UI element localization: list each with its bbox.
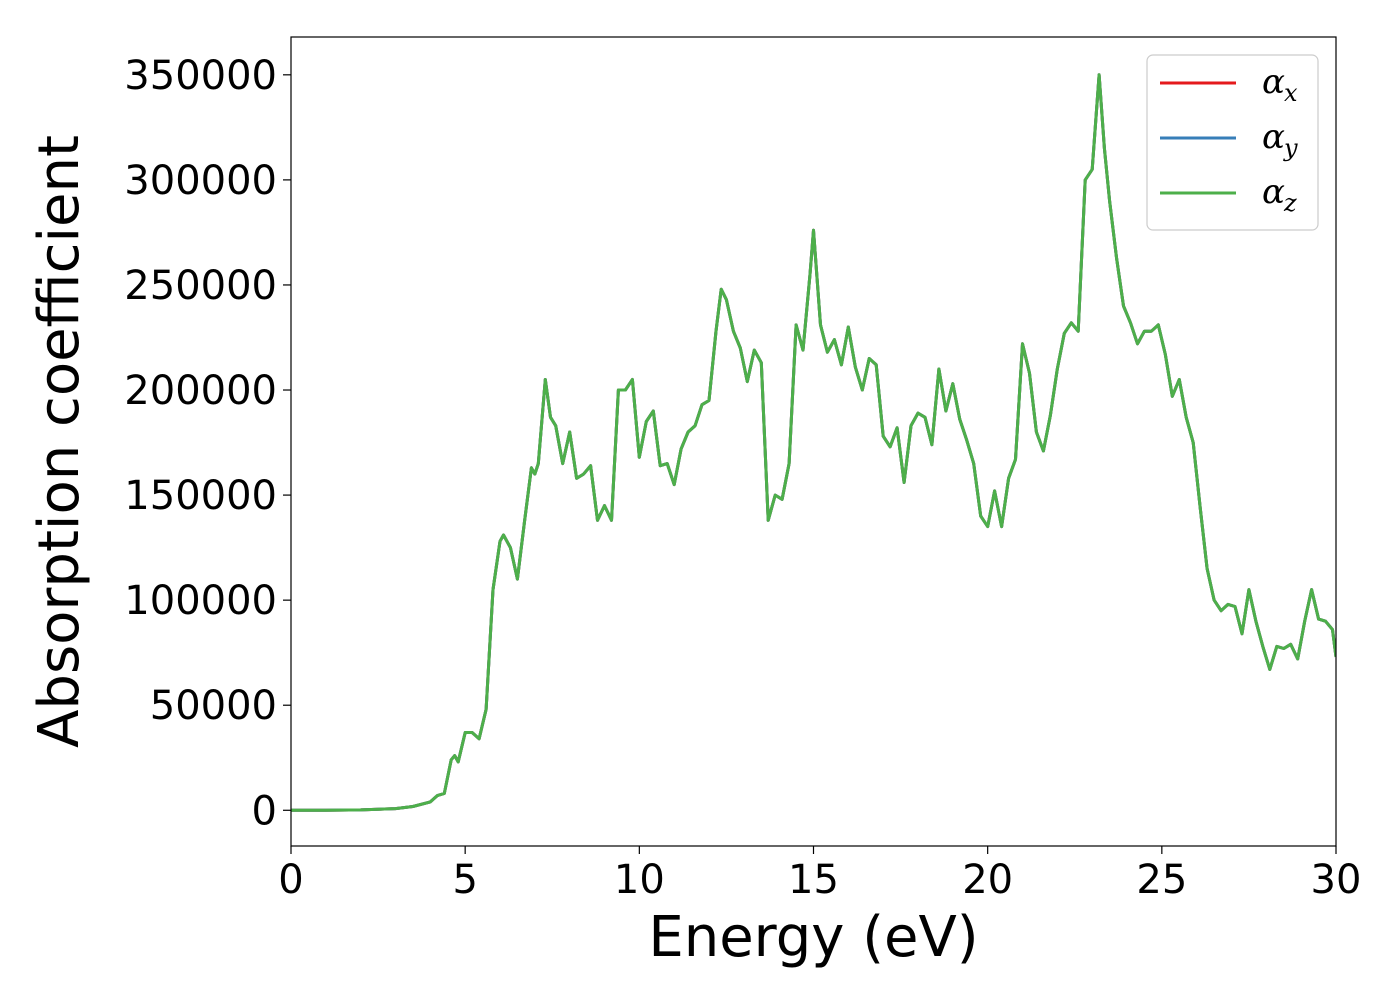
legend-subscript: y (1283, 134, 1298, 162)
x-axis-title: Energy (eV) (648, 905, 978, 970)
y-tick-label: 100000 (124, 578, 277, 624)
legend-symbol: α (1262, 172, 1285, 212)
legend-symbol: α (1262, 117, 1285, 157)
x-tick-label: 15 (788, 857, 839, 903)
x-tick-label: 0 (278, 857, 303, 903)
x-tick-label: 10 (614, 857, 665, 903)
legend: α xα yα z (1146, 54, 1319, 231)
y-axis: 0 50000 100000 150000 200000 250000 300000 3500… (124, 53, 291, 834)
x-tick-label: 5 (452, 857, 477, 903)
y-tick-label: 250000 (124, 263, 277, 309)
y-tick-label: 300000 (124, 158, 277, 204)
legend-subscript: z (1283, 189, 1297, 217)
series-line-alpha-z (291, 73, 1336, 812)
series-layer (291, 73, 1336, 812)
x-tick-label: 30 (1311, 857, 1362, 903)
x-tick-label: 20 (962, 857, 1013, 903)
y-axis-title: Absorption coefficient (27, 135, 92, 748)
legend-subscript: x (1284, 79, 1298, 107)
y-tick-label: 150000 (124, 473, 277, 519)
y-tick-label: 0 (252, 788, 277, 834)
x-axis: 0 5 10 15 20 25 30 (278, 846, 1361, 903)
y-tick-label: 50000 (150, 683, 277, 729)
legend-frame (1146, 54, 1319, 231)
x-tick-label: 25 (1136, 857, 1187, 903)
y-tick-label: 200000 (124, 368, 277, 414)
legend-symbol: α (1262, 62, 1285, 102)
y-tick-label: 350000 (124, 53, 277, 99)
